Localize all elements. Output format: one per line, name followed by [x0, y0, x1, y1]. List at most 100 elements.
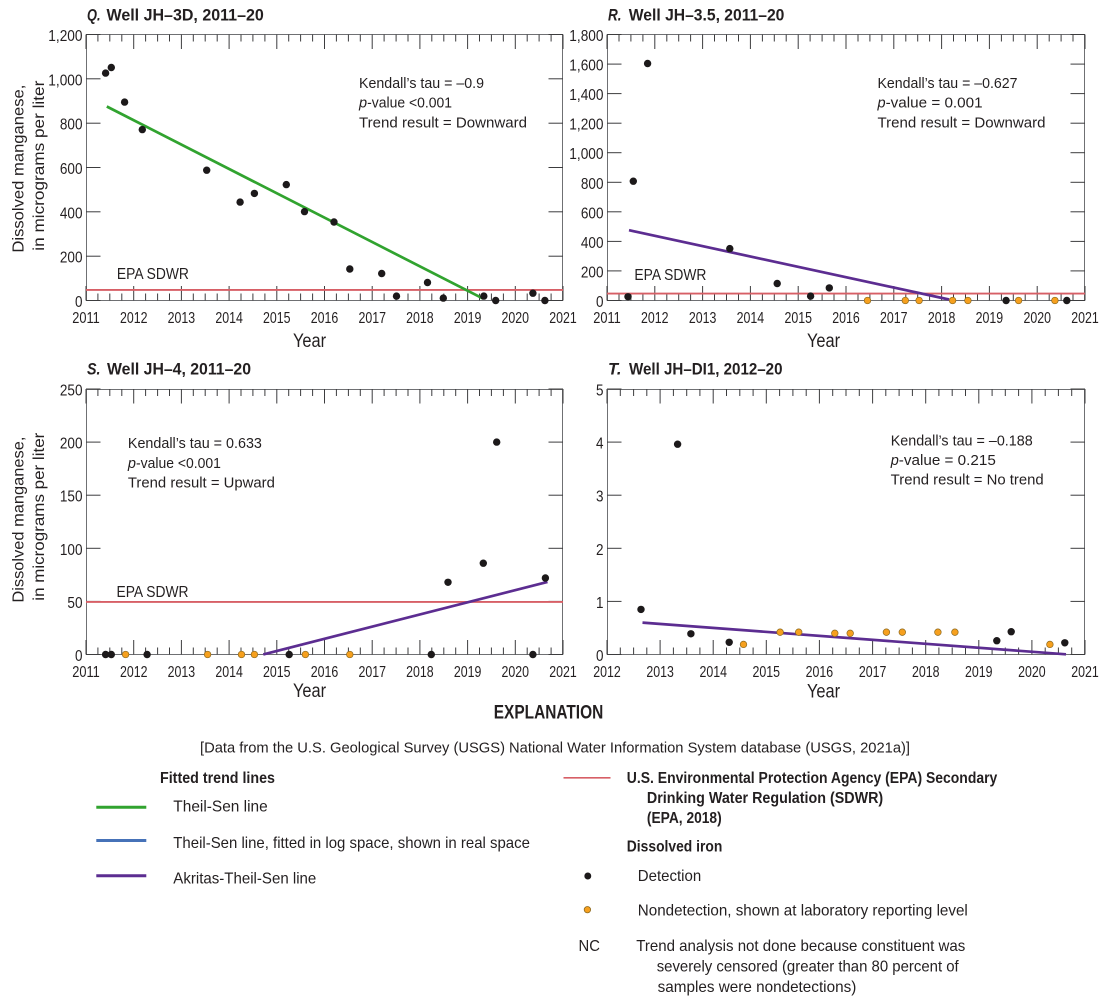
svg-text:Detection: Detection — [638, 868, 701, 885]
svg-text:2011: 2011 — [72, 310, 100, 327]
svg-text:1,200: 1,200 — [569, 117, 603, 134]
svg-text:2021: 2021 — [549, 310, 577, 327]
svg-text:2018: 2018 — [406, 310, 434, 327]
svg-text:2019: 2019 — [976, 310, 1004, 327]
svg-text:2012: 2012 — [593, 664, 621, 681]
svg-text:0: 0 — [75, 294, 83, 311]
svg-text:1,200: 1,200 — [48, 28, 82, 45]
svg-text:[Data from the U.S. Geological: [Data from the U.S. Geological Survey (U… — [200, 740, 910, 757]
svg-text:600: 600 — [60, 161, 83, 178]
svg-text:Trend result = Downward: Trend result = Downward — [878, 115, 1046, 131]
svg-text:250: 250 — [60, 383, 83, 400]
svg-text:400: 400 — [581, 235, 604, 252]
svg-text:Q.: Q. — [87, 5, 101, 24]
svg-text:samples were nondetections): samples were nondetections) — [658, 979, 857, 996]
svg-text:Trend result = Downward: Trend result = Downward — [359, 115, 527, 131]
svg-text:Well JH–3.5, 2011–20: Well JH–3.5, 2011–20 — [629, 5, 785, 24]
svg-text:2015: 2015 — [753, 664, 781, 681]
svg-text:2020: 2020 — [502, 664, 530, 681]
svg-text:Kendall’s tau = –0.188: Kendall’s tau = –0.188 — [891, 433, 1033, 449]
svg-text:T.: T. — [608, 359, 622, 378]
svg-text:Year: Year — [293, 681, 327, 702]
svg-text:EPA SDWR: EPA SDWR — [634, 267, 706, 284]
svg-text:2013: 2013 — [689, 310, 717, 327]
svg-text:0: 0 — [596, 648, 604, 665]
svg-text:S.: S. — [87, 359, 101, 378]
svg-text:Kendall’s tau = –0.627: Kendall’s tau = –0.627 — [878, 76, 1018, 92]
svg-text:EPA SDWR: EPA SDWR — [117, 584, 189, 601]
svg-text:U.S. Environmental Protection: U.S. Environmental Protection Agency (EP… — [627, 770, 998, 787]
svg-text:1,000: 1,000 — [569, 146, 603, 163]
svg-text:NC: NC — [579, 938, 600, 955]
svg-text:2021: 2021 — [549, 664, 577, 681]
svg-text:3: 3 — [596, 489, 604, 506]
svg-text:800: 800 — [581, 176, 604, 193]
svg-text:1,400: 1,400 — [569, 87, 603, 104]
svg-text:2013: 2013 — [168, 310, 196, 327]
svg-text:5: 5 — [596, 383, 604, 400]
svg-text:2015: 2015 — [263, 310, 291, 327]
svg-text:in micrograms per liter: in micrograms per liter — [31, 432, 48, 601]
svg-text:Year: Year — [293, 331, 327, 352]
svg-text:2017: 2017 — [358, 310, 386, 327]
svg-text:-value = 0.001: -value = 0.001 — [886, 96, 983, 112]
svg-text:2016: 2016 — [832, 310, 860, 327]
svg-text:2019: 2019 — [454, 664, 482, 681]
svg-text:4: 4 — [596, 436, 604, 453]
svg-text:1,800: 1,800 — [569, 28, 603, 45]
svg-text:2020: 2020 — [1023, 310, 1051, 327]
svg-text:2018: 2018 — [928, 310, 956, 327]
svg-text:Year: Year — [807, 331, 841, 352]
svg-text:100: 100 — [60, 542, 83, 559]
svg-text:2021: 2021 — [1071, 310, 1099, 327]
svg-text:EXPLANATION: EXPLANATION — [494, 702, 604, 724]
svg-text:1,600: 1,600 — [569, 58, 603, 75]
svg-text:200: 200 — [60, 250, 83, 267]
svg-text:Kendall’s tau = –0.9: Kendall’s tau = –0.9 — [359, 76, 484, 92]
svg-text:150: 150 — [60, 489, 83, 506]
svg-text:2017: 2017 — [880, 310, 908, 327]
svg-text:-value <0.001: -value <0.001 — [367, 96, 452, 112]
svg-text:Akritas-Theil-Sen line: Akritas-Theil-Sen line — [173, 870, 316, 887]
svg-text:Theil-Sen line, fitted in log: Theil-Sen line, fitted in log space, sho… — [173, 835, 530, 852]
svg-text:severely censored (greater tha: severely censored (greater than 80 perce… — [657, 958, 960, 975]
svg-text:800: 800 — [60, 117, 83, 134]
svg-text:Year: Year — [807, 682, 841, 703]
svg-text:Dissolved manganese,: Dissolved manganese, — [11, 437, 28, 603]
svg-text:Dissolved iron: Dissolved iron — [627, 839, 723, 856]
svg-text:Dissolved manganese,: Dissolved manganese, — [11, 85, 28, 253]
svg-text:2021: 2021 — [1071, 664, 1099, 681]
svg-text:Nondetection, shown at laborat: Nondetection, shown at laboratory report… — [638, 903, 968, 920]
svg-text:2013: 2013 — [646, 664, 674, 681]
svg-text:2014: 2014 — [737, 310, 765, 327]
svg-text:2015: 2015 — [784, 310, 812, 327]
svg-text:2011: 2011 — [593, 310, 621, 327]
svg-text:Trend analysis not done becaus: Trend analysis not done because constitu… — [636, 938, 965, 955]
svg-text:200: 200 — [581, 264, 604, 281]
svg-text:2013: 2013 — [168, 664, 196, 681]
svg-text:Well JH–DI1, 2012–20: Well JH–DI1, 2012–20 — [629, 359, 783, 378]
svg-text:p: p — [877, 96, 886, 112]
svg-text:0: 0 — [596, 294, 604, 311]
svg-text:2020: 2020 — [1018, 664, 1046, 681]
svg-text:-value = 0.215: -value = 0.215 — [899, 453, 996, 469]
svg-text:p: p — [890, 453, 899, 469]
svg-text:50: 50 — [67, 595, 82, 612]
svg-text:2014: 2014 — [699, 664, 727, 681]
svg-text:Kendall’s tau = 0.633: Kendall’s tau = 0.633 — [128, 436, 262, 452]
svg-text:2: 2 — [596, 542, 604, 559]
svg-text:2014: 2014 — [215, 664, 243, 681]
svg-text:2019: 2019 — [454, 310, 482, 327]
svg-text:Drinking Water Regulation (SDW: Drinking Water Regulation (SDWR) — [647, 790, 883, 807]
svg-text:2018: 2018 — [406, 664, 434, 681]
svg-text:2012: 2012 — [120, 310, 148, 327]
svg-text:2018: 2018 — [912, 664, 940, 681]
svg-text:R.: R. — [608, 5, 622, 24]
svg-text:Well JH–3D, 2011–20: Well JH–3D, 2011–20 — [107, 5, 264, 24]
svg-text:2011: 2011 — [72, 664, 100, 681]
svg-text:Trend result = Upward: Trend result = Upward — [128, 476, 275, 492]
svg-text:Theil-Sen line: Theil-Sen line — [173, 799, 267, 816]
svg-text:Trend result = No trend: Trend result = No trend — [891, 473, 1044, 489]
svg-text:1: 1 — [596, 595, 604, 612]
svg-text:2016: 2016 — [311, 310, 339, 327]
